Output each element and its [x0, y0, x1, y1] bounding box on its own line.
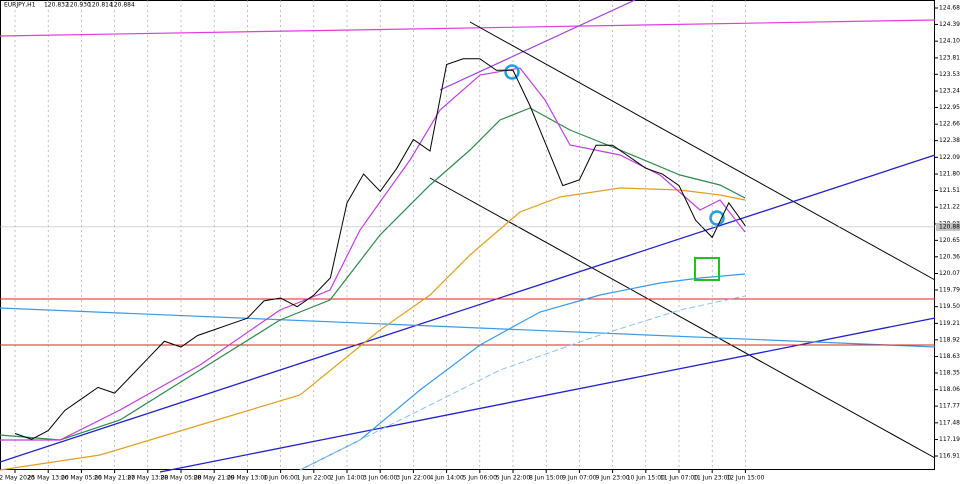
y-tick-label: 117.195: [939, 436, 960, 443]
header-high: 120.930: [66, 2, 91, 9]
x-tick-label: 28 May 21:00: [194, 475, 235, 482]
y-tick-label: 123.530: [939, 71, 960, 78]
y-tick-label: 124.395: [939, 21, 960, 28]
x-tick-label: 4 Jun 14:00: [429, 475, 463, 482]
trend-line: [159, 317, 936, 473]
indicators: [0, 0, 936, 473]
y-tick-label: 119.790: [939, 286, 960, 293]
x-tick-label: 29 May 13:00: [227, 475, 268, 482]
y-tick-label: 120.365: [939, 253, 960, 260]
y-tick-label: 120.650: [939, 237, 960, 244]
y-tick-label: 121.515: [939, 187, 960, 194]
moving-average: [0, 67, 746, 441]
header: EURJPY,H1 120.832 120.930 120.814 120.88…: [4, 2, 135, 9]
x-tick-label: 9 Jun 23:00: [595, 475, 629, 482]
moving-average: [299, 295, 746, 471]
y-tick-label: 122.090: [939, 154, 960, 161]
x-tick-label: 12 Jun 15:00: [726, 475, 764, 482]
y-tick-label: 124.105: [939, 38, 960, 45]
y-tick-label: 117.485: [939, 419, 960, 426]
moving-average: [0, 107, 746, 441]
y-tick-label: 118.350: [939, 369, 960, 376]
trend-line: [0, 307, 936, 348]
x-tick-label: 11 Jun 07:00: [660, 475, 698, 482]
highlight-circle: [709, 210, 725, 226]
current-price-label: 120.884: [939, 223, 960, 230]
trend-line: [0, 154, 936, 463]
resistance-line: [0, 19, 936, 37]
price-line: [14, 58, 746, 440]
channel-lower: [429, 177, 936, 459]
x-tick-label: 5 Jun 22:00: [496, 475, 530, 482]
x-tick-label: 8 Jun 15:00: [529, 475, 563, 482]
x-tick-label: 3 Jun 22:00: [396, 475, 430, 482]
x-tick-label: 28 May 05:00: [160, 475, 201, 482]
y-tick-label: 123.24: [939, 88, 960, 95]
highlight-box: [694, 257, 720, 281]
x-tick-label: 25 May 13:00: [28, 475, 69, 482]
x-tick-label: 26 May 21:00: [94, 475, 135, 482]
x-tick-label: 9 Jun 07:00: [562, 475, 596, 482]
header-low: 120.814: [88, 2, 113, 9]
header-open: 120.832: [44, 2, 69, 9]
y-tick-label: 118.635: [939, 353, 960, 360]
y-tick-label: 119.500: [939, 303, 960, 310]
plot-area: [0, 0, 935, 470]
x-tick-label: 11 Jun 23:00: [693, 475, 731, 482]
y-tick-label: 122.380: [939, 137, 960, 144]
x-tick-label: 26 May 05:00: [61, 475, 102, 482]
current-price-box: [936, 222, 960, 231]
header-symbol: EURJPY,H1: [4, 2, 36, 9]
x-tick-label: 2 Jun 14:00: [330, 475, 364, 482]
highlight-circle: [504, 64, 520, 80]
x-tick-label: 1 Jun 22:00: [297, 475, 331, 482]
y-tick-label: 120.075: [939, 270, 960, 277]
moving-average: [0, 187, 746, 471]
x-tick-label: 22 May 2020: [0, 475, 35, 482]
y-tick-label: 123.815: [939, 54, 960, 61]
x-tick-label: 10 Jun 15:00: [627, 475, 665, 482]
y-tick-label: 117.775: [939, 403, 960, 410]
x-tick-label: 27 May 13:00: [127, 475, 168, 482]
channel-upper: [469, 21, 936, 281]
x-tick-label: 1 Jun 06:00: [263, 475, 297, 482]
trend-line: [439, 0, 636, 91]
header-close: 120.884: [110, 2, 135, 9]
moving-average: [299, 273, 746, 471]
y-tick-label: 119.210: [939, 320, 960, 327]
y-tick-label: 121.800: [939, 171, 960, 178]
y-tick-label: 116.910: [939, 452, 960, 459]
x-tick-label: 5 Jun 06:00: [463, 475, 497, 482]
y-tick-label: 118.060: [939, 386, 960, 393]
y-tick-label: 122.955: [939, 104, 960, 111]
y-tick-label: 122.665: [939, 121, 960, 128]
y-tick-label: 118.925: [939, 336, 960, 343]
x-tick-label: 3 Jun 06:00: [363, 475, 397, 482]
y-tick-label: 124.680: [939, 5, 960, 12]
y-tick-label: 121.225: [939, 204, 960, 211]
